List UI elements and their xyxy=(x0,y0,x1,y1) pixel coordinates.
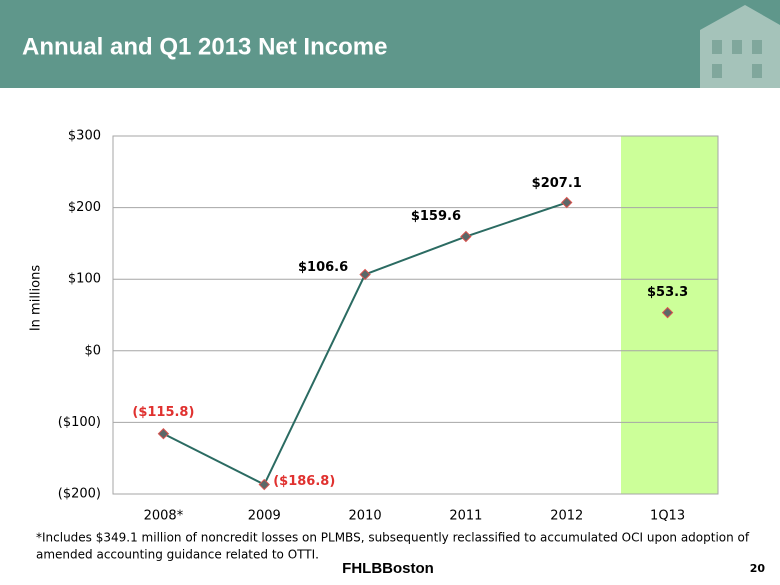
y-axis-label: In millions xyxy=(29,265,44,332)
point-marker xyxy=(561,196,573,209)
y-tick-label: $0 xyxy=(84,343,101,358)
slide-title: Annual and Q1 2013 Net Income xyxy=(22,33,387,60)
y-tick-label: $200 xyxy=(68,200,101,215)
data-label: $53.3 xyxy=(647,285,688,300)
x-tick-label: 2009 xyxy=(248,509,281,524)
data-label: ($115.8) xyxy=(132,405,194,420)
data-label: $159.6 xyxy=(411,209,461,224)
y-tick-label: $100 xyxy=(68,272,101,287)
point-marker xyxy=(460,230,472,243)
x-tick-label: 2010 xyxy=(349,509,382,524)
x-tick-label: 2012 xyxy=(550,509,583,524)
header-band xyxy=(0,0,780,88)
point-marker xyxy=(359,268,371,281)
logo: FHLBBoston xyxy=(342,560,434,577)
plot-border xyxy=(112,135,719,495)
y-tick-label: $300 xyxy=(68,129,101,144)
footnote: *Includes $349.1 million of noncredit lo… xyxy=(36,531,750,545)
house-icon xyxy=(700,5,780,88)
x-tick-label: 2008* xyxy=(144,509,184,524)
page-number: 20 xyxy=(750,562,766,575)
y-tick-label: ($100) xyxy=(58,415,101,430)
x-tick-label: 1Q13 xyxy=(650,509,685,524)
x-tick-label: 2011 xyxy=(449,509,482,524)
point-marker xyxy=(258,478,270,491)
data-label: $207.1 xyxy=(532,176,582,191)
data-label: ($186.8) xyxy=(273,474,335,489)
footnote: amended accounting guidance related to O… xyxy=(36,548,319,562)
point-marker xyxy=(157,428,170,440)
y-tick-label: ($200) xyxy=(58,487,101,502)
data-label: $106.6 xyxy=(298,260,348,275)
point-marker xyxy=(661,306,674,319)
